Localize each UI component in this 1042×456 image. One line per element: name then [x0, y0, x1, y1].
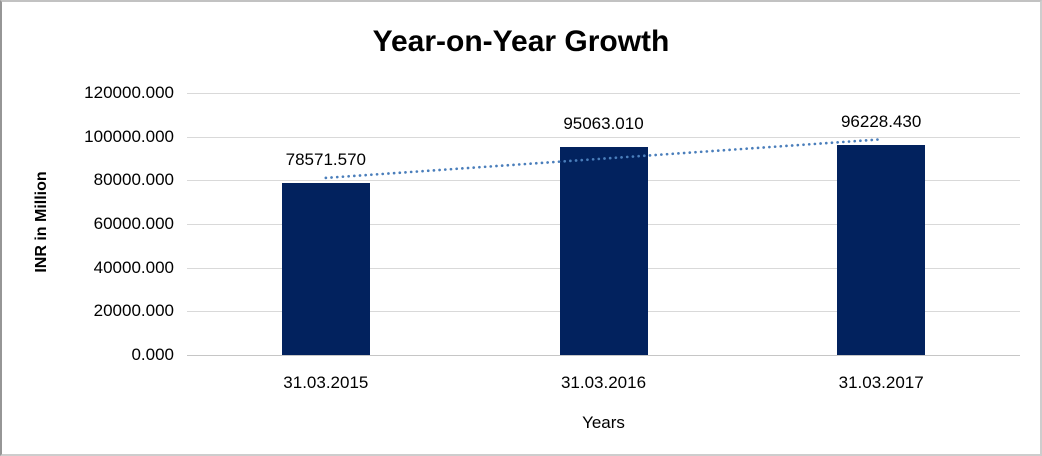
gridline — [187, 136, 1020, 138]
bar-value-label: 78571.570 — [285, 150, 367, 170]
chart-title: Year-on-Year Growth — [372, 25, 670, 58]
x-tick-label: 31.03.2017 — [838, 373, 924, 392]
y-tick-label: 40000.000 — [93, 257, 174, 277]
x-axis-line — [187, 355, 1020, 356]
bar-value-label: 95063.010 — [563, 114, 644, 134]
bar — [837, 144, 926, 355]
y-tick-label: 120000.000 — [84, 83, 174, 102]
y-tick-label: 60000.000 — [93, 214, 174, 233]
y-tick-label: 0.000 — [131, 345, 174, 364]
x-tick-label: 31.03.2016 — [560, 373, 647, 392]
bar — [559, 147, 648, 355]
y-tick-label: 20000.000 — [93, 301, 174, 321]
y-tick-label: 80000.000 — [93, 170, 174, 190]
trendline — [324, 137, 883, 180]
x-tick-label: 31.03.2015 — [283, 373, 369, 392]
bar — [281, 183, 370, 355]
plot-area: 78571.570 95063.010 96228.430 — [187, 93, 1020, 356]
trendline-path — [324, 137, 883, 180]
y-tick-label: 100000.000 — [84, 126, 174, 146]
bar-value-label: 96228.430 — [840, 111, 922, 131]
x-axis-title: Years — [582, 413, 625, 432]
gridline — [187, 93, 1020, 94]
